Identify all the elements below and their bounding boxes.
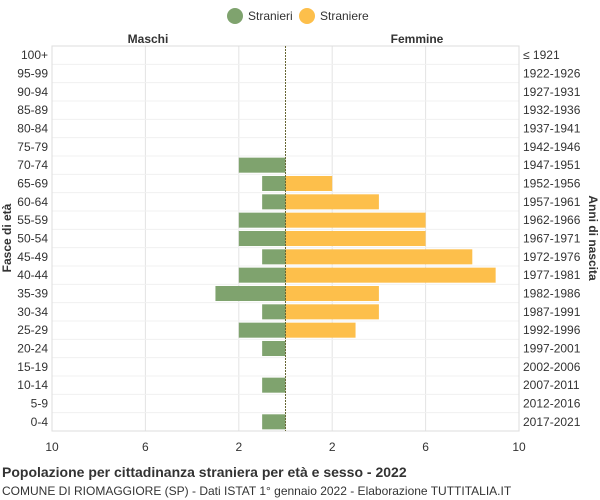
bar-stranieri-30-34: [262, 304, 286, 320]
birth-year-label-10: 1967-1971: [523, 232, 581, 246]
birth-year-label-20: 2017-2021: [523, 415, 581, 429]
age-label-45-49: 45-49: [17, 250, 48, 264]
age-label-50-54: 50-54: [17, 232, 48, 246]
age-label-10-14: 10-14: [17, 378, 48, 392]
bar-stranieri-50-54: [238, 230, 286, 247]
age-label-25-29: 25-29: [17, 323, 48, 337]
x-tick-0: 10: [45, 440, 59, 454]
x-tick-4: 6: [422, 440, 429, 454]
bar-straniere-30-34: [285, 304, 379, 320]
y-axis-label-right: Anni di nascita: [586, 195, 600, 281]
birth-year-labels: ≤ 1921 1922-1926 1927-1931 1932-1936 1937-19…: [523, 48, 581, 429]
birth-year-label-1: 1922-1926: [523, 67, 581, 81]
birth-year-label-2: 1927-1931: [523, 85, 581, 99]
bar-straniere-55-59: [285, 212, 426, 228]
bar-straniere-35-39: [285, 285, 379, 302]
birth-year-label-9: 1962-1966: [523, 213, 581, 227]
age-label-30-34: 30-34: [17, 305, 48, 319]
bar-stranieri-70-74: [238, 157, 286, 173]
birth-year-label-13: 1982-1986: [523, 287, 581, 301]
age-label-0-4: 0-4: [31, 415, 49, 429]
bar-stranieri-45-49: [262, 249, 286, 265]
bar-straniere-50-54: [285, 230, 426, 247]
y-axis-label-left: Fasce di età: [0, 203, 14, 272]
bar-straniere-45-49: [285, 249, 473, 265]
birth-year-label-6: 1947-1951: [523, 158, 581, 172]
header-maschi: Maschi: [128, 32, 169, 46]
birth-year-label-19: 2012-2016: [523, 397, 581, 411]
age-label-55-59: 55-59: [17, 213, 48, 227]
bar-stranieri-40-44: [238, 267, 286, 283]
bar-stranieri-20-24: [262, 340, 286, 357]
legend-label-stranieri: Stranieri: [248, 9, 293, 23]
birth-year-label-3: 1932-1936: [523, 103, 581, 117]
birth-year-label-7: 1952-1956: [523, 177, 581, 191]
birth-year-label-18: 2007-2011: [523, 378, 580, 392]
header-femmine: Femmine: [391, 32, 444, 46]
legend-label-straniere: Straniere: [320, 9, 369, 23]
bar-straniere-65-69: [285, 175, 333, 192]
birth-year-label-5: 1942-1946: [523, 140, 581, 154]
bar-stranieri-60-64: [262, 194, 286, 210]
x-tick-labels: 10 6 2 2 6 10: [45, 440, 526, 454]
birth-year-label-11: 1972-1976: [523, 250, 581, 264]
birth-year-label-17: 2002-2006: [523, 360, 581, 374]
birth-year-label-16: 1997-2001: [523, 342, 581, 356]
bar-stranieri-0-4: [262, 414, 286, 430]
age-label-60-64: 60-64: [17, 195, 48, 209]
age-label-65-69: 65-69: [17, 177, 48, 191]
age-labels: 100+ 95-99 90-94 85-89 80-84 75-79 70-74 65-69 6…: [17, 48, 48, 429]
birth-year-label-8: 1957-1961: [523, 195, 581, 209]
age-label-100+: 100+: [21, 48, 48, 62]
x-tick-5: 10: [512, 440, 526, 454]
chart-subtitle: COMUNE DI RIOMAGGIORE (SP) - Dati ISTAT …: [2, 484, 512, 498]
bar-stranieri-35-39: [215, 285, 286, 302]
legend-swatch-stranieri: [227, 8, 243, 24]
birth-year-label-12: 1977-1981: [523, 268, 581, 282]
age-label-75-79: 75-79: [17, 140, 48, 154]
bar-straniere-40-44: [285, 267, 496, 283]
chart-title: Popolazione per cittadinanza straniera p…: [2, 464, 407, 480]
age-label-20-24: 20-24: [17, 342, 48, 356]
bars: [215, 157, 496, 430]
birth-year-label-15: 1992-1996: [523, 323, 581, 337]
bar-stranieri-25-29: [238, 322, 286, 338]
bar-stranieri-55-59: [238, 212, 286, 228]
age-label-5-9: 5-9: [31, 397, 49, 411]
bar-straniere-60-64: [285, 194, 379, 210]
birth-year-label-0: ≤ 1921: [523, 48, 560, 62]
age-label-85-89: 85-89: [17, 103, 48, 117]
x-tick-1: 6: [142, 440, 149, 454]
age-label-15-19: 15-19: [17, 360, 48, 374]
bar-stranieri-10-14: [262, 377, 286, 393]
x-tick-3: 2: [329, 440, 336, 454]
bar-straniere-25-29: [285, 322, 356, 338]
age-label-80-84: 80-84: [17, 122, 48, 136]
age-label-40-44: 40-44: [17, 268, 48, 282]
birth-year-label-4: 1937-1941: [523, 122, 581, 136]
age-label-70-74: 70-74: [17, 158, 48, 172]
age-label-35-39: 35-39: [17, 287, 48, 301]
bar-stranieri-65-69: [262, 175, 286, 192]
birth-year-label-14: 1987-1991: [523, 305, 581, 319]
x-tick-2: 2: [235, 440, 242, 454]
age-label-90-94: 90-94: [17, 85, 48, 99]
age-label-95-99: 95-99: [17, 67, 48, 81]
legend-swatch-straniere: [299, 8, 315, 24]
legend: Stranieri Straniere: [227, 8, 369, 24]
